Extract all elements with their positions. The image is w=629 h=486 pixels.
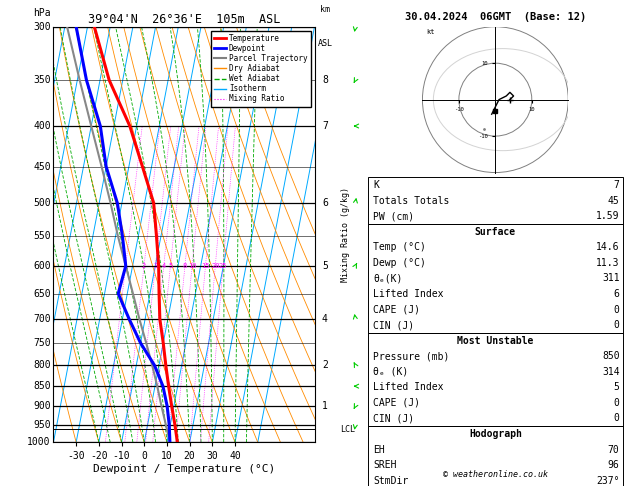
Text: 1: 1 [322,401,328,411]
Text: 1: 1 [123,263,128,269]
Text: 45: 45 [608,196,620,206]
Text: 8: 8 [183,263,187,269]
Text: Surface: Surface [475,227,516,237]
Text: Pressure (mb): Pressure (mb) [373,351,449,361]
Text: 900: 900 [33,401,51,411]
Text: 0: 0 [614,305,620,314]
Text: EH: EH [373,445,385,454]
Text: 400: 400 [33,121,51,131]
X-axis label: Dewpoint / Temperature (°C): Dewpoint / Temperature (°C) [93,464,275,474]
Text: Dewp (°C): Dewp (°C) [373,258,426,268]
Text: 3: 3 [153,263,157,269]
Text: 30.04.2024  06GMT  (Base: 12): 30.04.2024 06GMT (Base: 12) [404,12,586,22]
Text: SREH: SREH [373,460,396,470]
Text: 800: 800 [33,360,51,370]
Text: 700: 700 [33,314,51,324]
Text: PW (cm): PW (cm) [373,211,414,221]
Text: 4: 4 [162,263,166,269]
Text: 15: 15 [201,263,209,269]
Text: Temp (°C): Temp (°C) [373,243,426,252]
Text: K: K [373,180,379,190]
Text: θₑ(K): θₑ(K) [373,274,403,283]
Text: 237°: 237° [596,476,620,486]
Text: 500: 500 [33,198,51,208]
Text: 20: 20 [211,263,220,269]
Text: 300: 300 [33,22,51,32]
Text: kt: kt [426,29,435,35]
Text: 850: 850 [602,351,620,361]
Text: 5: 5 [322,261,328,271]
Text: 311: 311 [602,274,620,283]
Text: hPa: hPa [33,8,51,18]
Text: 0: 0 [614,414,620,423]
Text: 7: 7 [322,121,328,131]
Text: 7: 7 [614,180,620,190]
Text: 96: 96 [608,460,620,470]
Text: 850: 850 [33,381,51,391]
Text: ASL: ASL [318,39,332,48]
Text: 600: 600 [33,261,51,271]
Text: 750: 750 [33,338,51,348]
Text: 950: 950 [33,419,51,430]
Text: 1.59: 1.59 [596,211,620,221]
Text: Lifted Index: Lifted Index [373,289,443,299]
Text: Most Unstable: Most Unstable [457,336,533,346]
Text: 314: 314 [602,367,620,377]
Text: 2: 2 [322,360,328,370]
Text: CAPE (J): CAPE (J) [373,305,420,314]
Text: 650: 650 [33,289,51,298]
Text: 25: 25 [219,263,227,269]
Text: 350: 350 [33,75,51,85]
Text: 4: 4 [322,314,328,324]
Text: 10: 10 [188,263,196,269]
Text: 0: 0 [614,398,620,408]
Text: Hodograph: Hodograph [469,429,522,439]
Text: 14.6: 14.6 [596,243,620,252]
Legend: Temperature, Dewpoint, Parcel Trajectory, Dry Adiabat, Wet Adiabat, Isotherm, Mi: Temperature, Dewpoint, Parcel Trajectory… [211,31,311,106]
Text: 70: 70 [608,445,620,454]
Text: 0: 0 [614,320,620,330]
Title: 39°04'N  26°36'E  105m  ASL: 39°04'N 26°36'E 105m ASL [88,13,280,26]
Text: 8: 8 [322,75,328,85]
Text: θₑ (K): θₑ (K) [373,367,408,377]
Text: Mixing Ratio (g/kg): Mixing Ratio (g/kg) [342,187,350,282]
Text: StmDir: StmDir [373,476,408,486]
Text: 550: 550 [33,231,51,241]
Text: 1000: 1000 [27,437,51,447]
Text: 5: 5 [614,382,620,392]
Text: km: km [320,5,330,14]
Text: CAPE (J): CAPE (J) [373,398,420,408]
Text: 6: 6 [322,198,328,208]
Text: © weatheronline.co.uk: © weatheronline.co.uk [443,469,548,479]
Text: 5: 5 [169,263,172,269]
Text: 11.3: 11.3 [596,258,620,268]
Text: LCL: LCL [340,425,355,434]
Text: CIN (J): CIN (J) [373,320,414,330]
Text: 2: 2 [142,263,146,269]
Text: CIN (J): CIN (J) [373,414,414,423]
Text: Lifted Index: Lifted Index [373,382,443,392]
Text: 450: 450 [33,162,51,172]
Text: Totals Totals: Totals Totals [373,196,449,206]
Text: 6: 6 [614,289,620,299]
